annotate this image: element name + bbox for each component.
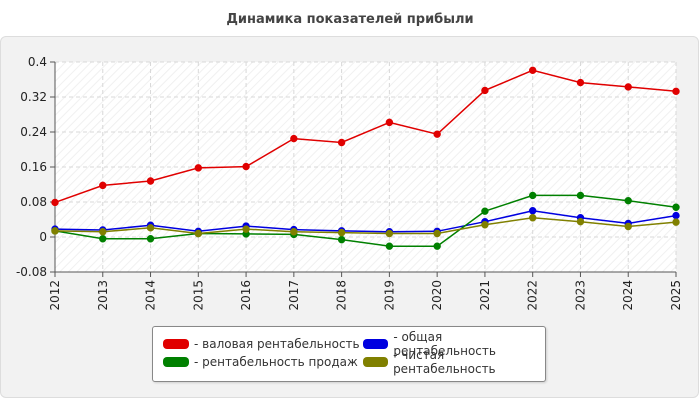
series-line [54,194,677,247]
data-point [481,86,489,95]
data-point [146,177,155,185]
x-tick-label: 2022 [526,280,540,311]
data-point [481,207,489,215]
data-point [672,203,680,211]
data-point [194,164,203,172]
y-tick-label: 0.08 [20,195,47,209]
legend-item: - рентабельность продаж [163,353,358,371]
data-point [624,196,632,205]
y-tick-label: 0 [39,230,47,244]
data-point [672,211,680,220]
data-point [385,118,394,127]
data-point [51,198,59,207]
data-point [481,221,489,229]
series-line [54,69,677,204]
data-point [51,227,59,235]
data-point [146,235,155,243]
x-tick-label: 2025 [669,280,683,311]
legend-label: - чистая рентабельность [393,348,496,376]
data-point [672,87,680,96]
data-point [146,224,155,232]
x-tick-label: 2019 [382,280,396,311]
data-point [385,229,394,238]
data-point [99,228,107,236]
x-tick-label: 2023 [573,280,587,311]
data-point [242,162,250,171]
x-tick-label: 2020 [430,280,444,311]
data-point [194,229,203,238]
legend-swatch [163,339,189,349]
data-point [337,138,346,147]
legend-swatch [363,357,389,367]
data-point [624,83,632,91]
data-point [433,130,441,138]
legend-swatch [363,339,389,349]
y-tick-label: 0.16 [20,160,47,174]
data-point [99,181,107,190]
data-point [528,207,537,215]
legend-label: - общая рентабельность [393,330,496,358]
legend-item: - общая рентабельность [363,330,545,358]
data-point [528,66,537,75]
data-point [290,134,298,143]
y-tick-label: 0.4 [28,55,47,69]
data-point [576,191,585,200]
data-point [290,228,298,236]
x-tick-label: 2013 [96,280,110,311]
data-point [433,229,441,238]
data-point [99,235,107,243]
y-tick-label: -0.08 [16,265,47,279]
legend-label: - рентабельность продаж [194,355,358,369]
x-tick-label: 2018 [335,280,349,311]
data-point [385,242,394,250]
x-tick-label: 2012 [48,280,62,311]
series-line [54,210,677,233]
legend-item: - чистая рентабельность [363,348,545,376]
series-line [54,217,677,235]
x-tick-label: 2016 [239,280,253,311]
x-tick-label: 2021 [478,280,492,311]
legend: - валовая рентабельность - общая рентабе… [152,326,546,382]
data-point [242,225,250,233]
data-point [672,218,680,226]
data-point [433,242,441,250]
x-tick-label: 2017 [287,280,301,311]
y-tick-label: 0.24 [20,125,47,139]
data-point [337,228,346,237]
data-point [528,191,537,200]
x-tick-label: 2024 [621,280,635,311]
data-point [528,214,537,222]
chart-title: Динамика показателей прибыли [226,12,474,27]
y-tick-label: 0.32 [20,90,47,104]
data-point [337,235,346,244]
legend-item: - валовая рентабельность [163,335,360,353]
data-point [576,78,585,87]
data-point [576,217,585,226]
legend-swatch [163,357,189,367]
x-tick-label: 2015 [191,280,205,311]
legend-label: - валовая рентабельность [194,337,360,351]
x-tick-label: 2014 [144,280,158,311]
data-point [624,222,632,231]
